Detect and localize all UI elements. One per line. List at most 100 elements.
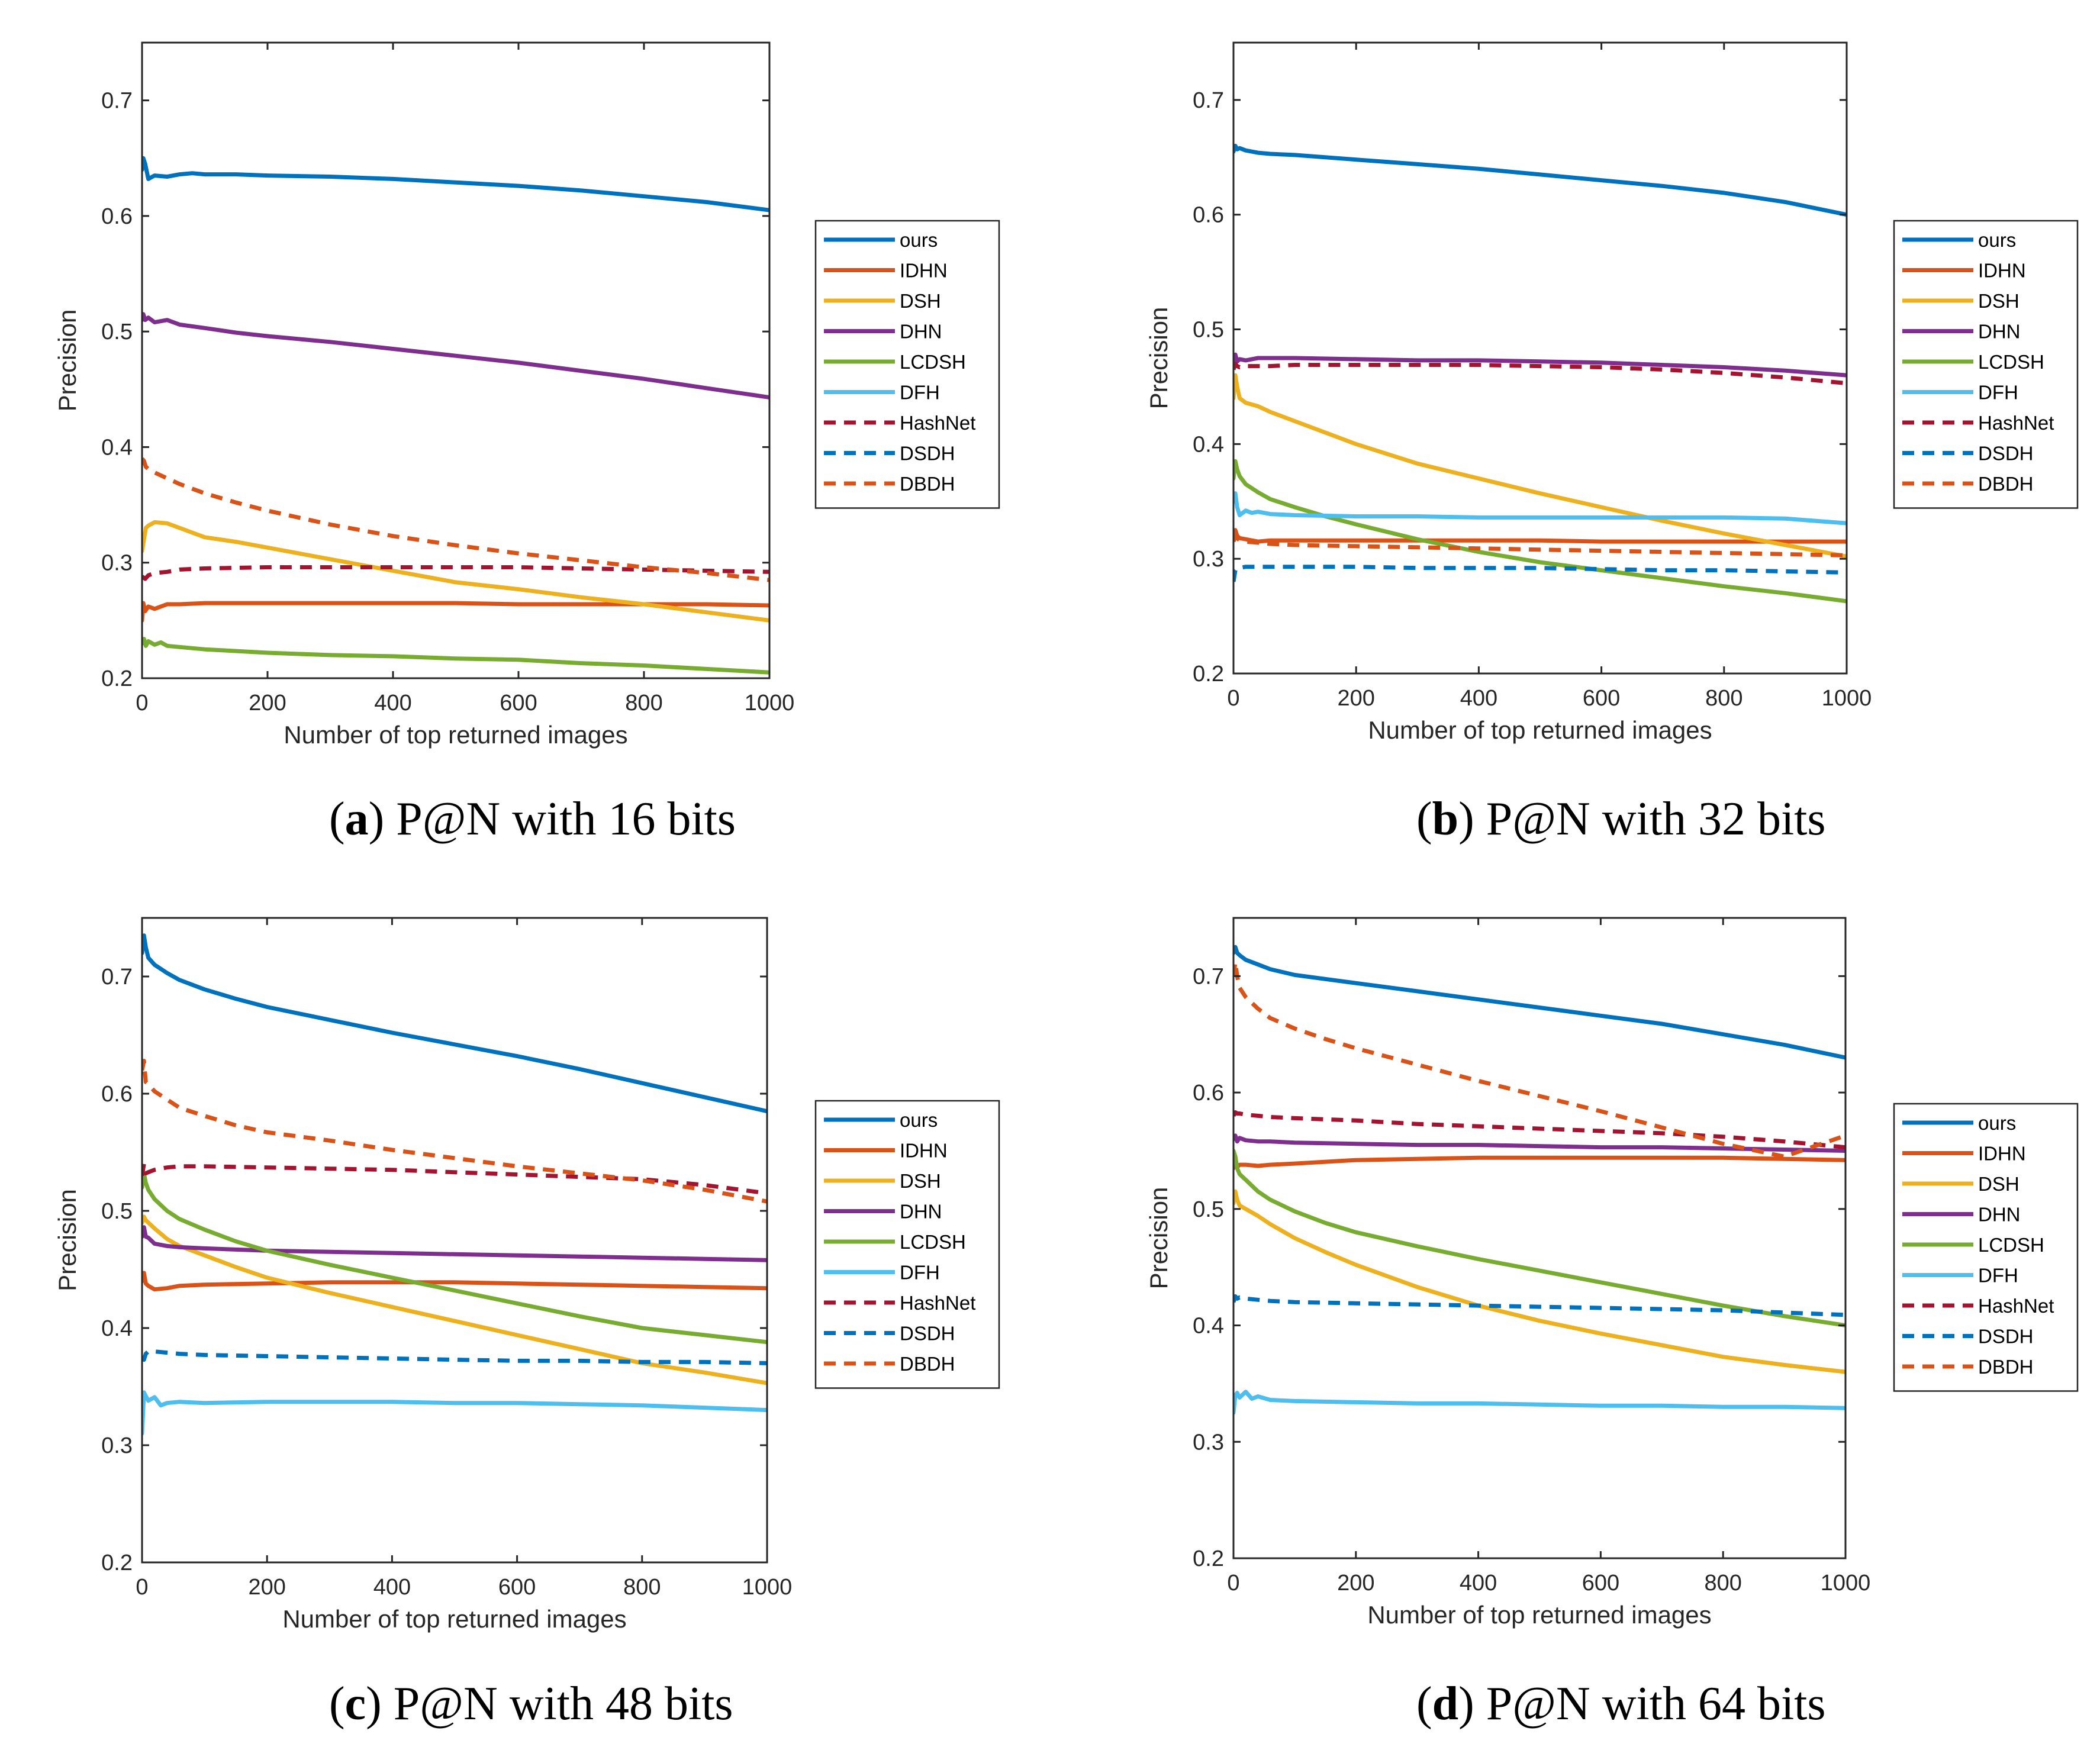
legend-label-dfh: DFH bbox=[1978, 382, 2018, 404]
series-line-dhn bbox=[1233, 352, 1847, 378]
legend-label-idhn: IDHN bbox=[1978, 260, 2026, 282]
y-axis-title: Precision bbox=[1145, 307, 1173, 410]
axes-box bbox=[141, 41, 771, 679]
y-axis-title: Precision bbox=[53, 310, 81, 412]
chart-panel-c: 0 200 400 600 800 1000 0.2 0.3 0.4 0.5 0.6 0.7 Numbe… bbox=[53, 917, 1000, 1730]
axes-box bbox=[1232, 41, 1848, 675]
series-line-hashnet bbox=[142, 1162, 767, 1195]
series-line-idhn bbox=[142, 601, 769, 623]
x-tick-label: 800 bbox=[1705, 686, 1743, 711]
legend-label-lcdsh: LCDSH bbox=[900, 1231, 966, 1253]
caption-close-paren: ) bbox=[369, 793, 397, 845]
y-tick-label: 0.6 bbox=[101, 204, 133, 229]
caption-letter: d bbox=[1432, 1678, 1459, 1730]
y-tick-label: 0.3 bbox=[101, 551, 133, 576]
legend-label-dfh: DFH bbox=[900, 382, 940, 404]
series-line-dsdh bbox=[1233, 565, 1847, 582]
legend-label-lcdsh: LCDSH bbox=[1978, 1234, 2044, 1256]
legend-label-dbdh: DBDH bbox=[900, 1353, 955, 1375]
series-line-dhn bbox=[142, 312, 769, 399]
x-tick-label: 800 bbox=[1704, 1571, 1741, 1596]
legend-label-hashnet: HashNet bbox=[900, 412, 975, 434]
legend-label-ours: ours bbox=[900, 1109, 938, 1131]
caption-open-paren: ( bbox=[329, 793, 345, 845]
y-tick-label: 0.5 bbox=[101, 1199, 133, 1224]
y-axis-title: Precision bbox=[53, 1189, 81, 1291]
panel-caption: (c) P@N with 48 bits bbox=[329, 1678, 733, 1730]
legend-label-dfh: DFH bbox=[900, 1262, 940, 1284]
caption-text: P@N with 32 bits bbox=[1486, 793, 1826, 845]
legend-label-ours: ours bbox=[900, 229, 938, 251]
axes-box bbox=[1232, 917, 1847, 1559]
x-tick-label: 1000 bbox=[742, 1575, 793, 1600]
x-tick-label: 800 bbox=[623, 1575, 661, 1600]
x-tick-label: 200 bbox=[249, 691, 286, 716]
caption-letter: a bbox=[345, 793, 369, 845]
series-line-lcdsh bbox=[142, 637, 769, 675]
series-line-dsdh bbox=[1233, 1294, 1845, 1317]
y-tick-label: 0.2 bbox=[1193, 662, 1224, 687]
x-tick-label: 600 bbox=[1583, 686, 1620, 711]
y-tick-label: 0.7 bbox=[1193, 88, 1224, 113]
y-tick-label: 0.2 bbox=[101, 666, 133, 691]
legend-label-dhn: DHN bbox=[1978, 1204, 2021, 1226]
caption-text: P@N with 16 bits bbox=[396, 793, 736, 845]
series-line-dbdh bbox=[1233, 533, 1847, 557]
legend-label-dhn: DHN bbox=[900, 1201, 942, 1223]
x-tick-label: 400 bbox=[374, 691, 411, 716]
y-tick-label: 0.3 bbox=[101, 1433, 133, 1458]
x-tick-label: 1000 bbox=[745, 691, 795, 716]
x-tick-label: 0 bbox=[136, 1575, 148, 1600]
series-line-dhn bbox=[142, 1225, 767, 1262]
y-tick-label: 0.3 bbox=[1193, 1430, 1224, 1455]
legend-label-ours: ours bbox=[1978, 1112, 2016, 1134]
x-axis-title: Number of top returned images bbox=[284, 721, 627, 749]
legend-label-lcdsh: LCDSH bbox=[900, 351, 966, 373]
legend-label-dbdh: DBDH bbox=[900, 473, 955, 495]
legend-label-hashnet: HashNet bbox=[900, 1292, 975, 1314]
caption-open-paren: ( bbox=[1416, 1678, 1432, 1730]
series-line-ours bbox=[1233, 945, 1845, 1060]
y-tick-label: 0.7 bbox=[1193, 964, 1224, 989]
series-line-lcdsh bbox=[1233, 1149, 1845, 1327]
x-tick-label: 600 bbox=[1582, 1571, 1619, 1596]
caption-close-paren: ) bbox=[366, 1678, 394, 1730]
legend: ours IDHN DSH DHN LCDSH DFH HashNet DSDH DBDH bbox=[814, 1100, 1000, 1389]
series-line-dsh bbox=[142, 520, 769, 623]
y-tick-label: 0.3 bbox=[1193, 547, 1224, 572]
y-tick-label: 0.6 bbox=[101, 1082, 133, 1107]
legend-label-dfh: DFH bbox=[1978, 1265, 2018, 1287]
x-tick-label: 0 bbox=[1227, 686, 1239, 711]
series-line-dfh bbox=[1233, 491, 1847, 526]
series-line-ours bbox=[142, 933, 767, 1114]
series-line-dsdh bbox=[142, 1349, 767, 1365]
x-tick-label: 800 bbox=[625, 691, 662, 716]
x-tick-label: 400 bbox=[1460, 1571, 1497, 1596]
legend-label-idhn: IDHN bbox=[900, 260, 948, 282]
chart-panel-b: 0 200 400 600 800 1000 0.2 0.3 0.4 0.5 0.6 0.7 Numbe… bbox=[1145, 41, 2079, 845]
caption-text: P@N with 64 bits bbox=[1486, 1678, 1826, 1730]
x-tick-label: 0 bbox=[1227, 1571, 1239, 1596]
y-tick-label: 0.5 bbox=[1193, 318, 1224, 343]
legend-label-dhn: DHN bbox=[1978, 321, 2021, 343]
legend-label-lcdsh: LCDSH bbox=[1978, 351, 2044, 373]
y-tick-label: 0.4 bbox=[1193, 432, 1224, 457]
y-tick-label: 0.2 bbox=[1193, 1546, 1224, 1571]
x-tick-label: 600 bbox=[498, 1575, 536, 1600]
y-tick-label: 0.7 bbox=[101, 965, 133, 990]
x-tick-label: 200 bbox=[248, 1575, 285, 1600]
plot-area bbox=[142, 156, 769, 675]
legend-label-dhn: DHN bbox=[900, 321, 942, 343]
x-axis-title: Number of top returned images bbox=[282, 1605, 626, 1633]
x-tick-label: 1000 bbox=[1822, 686, 1872, 711]
caption-letter: b bbox=[1432, 793, 1459, 845]
legend-label-ours: ours bbox=[1978, 229, 2016, 251]
series-line-dfh bbox=[142, 1390, 767, 1436]
legend-label-dsh: DSH bbox=[1978, 1173, 2020, 1195]
series-line-lcdsh bbox=[142, 1171, 767, 1345]
series-line-dsh bbox=[1233, 373, 1847, 559]
axes-box bbox=[141, 917, 768, 1564]
legend-label-hashnet: HashNet bbox=[1978, 412, 2054, 434]
panel-caption: (b) P@N with 32 bits bbox=[1416, 793, 1826, 845]
